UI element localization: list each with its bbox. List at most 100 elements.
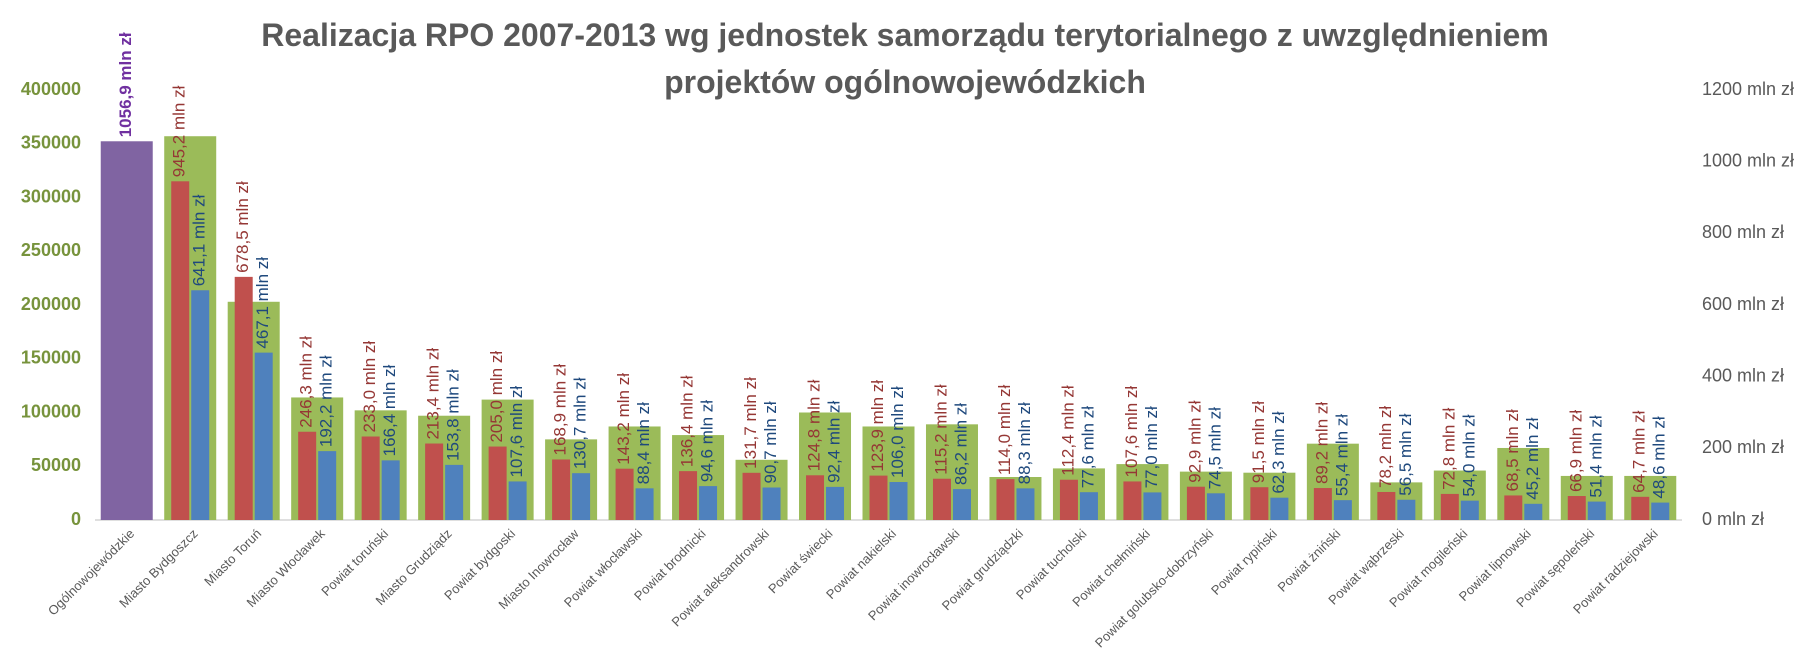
bar bbox=[996, 479, 1015, 520]
data-label: 74,5 mln zł bbox=[1205, 407, 1224, 489]
data-label: 124,8 mln zł bbox=[805, 379, 824, 471]
data-label: 68,5 mln zł bbox=[1503, 409, 1522, 491]
data-label: 91,5 mln zł bbox=[1249, 401, 1268, 483]
chart-title: Realizacja RPO 2007-2013 wg jednostek sa… bbox=[261, 17, 1549, 100]
data-label: 678,5 mln zł bbox=[233, 181, 252, 273]
data-label: 90,7 mln zł bbox=[761, 401, 780, 483]
data-label: 77,0 mln zł bbox=[1142, 406, 1161, 488]
data-label: 88,3 mln zł bbox=[1015, 402, 1034, 484]
bar bbox=[806, 475, 825, 520]
bar bbox=[488, 446, 507, 520]
data-label: 88,4 mln zł bbox=[634, 402, 653, 484]
y-tick-label: 50000 bbox=[31, 455, 81, 475]
y2-tick-label: 1200 mln zł bbox=[1702, 79, 1794, 99]
y2-tick-label: 800 mln zł bbox=[1702, 222, 1784, 242]
data-label: 54,0 mln zł bbox=[1459, 414, 1478, 496]
x-tick-label: Powiat żniński bbox=[1275, 526, 1344, 595]
bar bbox=[254, 352, 273, 520]
data-label: 123,9 mln zł bbox=[868, 380, 887, 472]
bar bbox=[100, 141, 153, 520]
bar bbox=[552, 459, 571, 520]
bar bbox=[1270, 497, 1289, 520]
data-label: 115,2 mln zł bbox=[931, 384, 950, 475]
bar bbox=[635, 488, 654, 520]
data-label: 1056,9 mln zł bbox=[116, 32, 135, 137]
bar bbox=[425, 443, 444, 520]
data-label: 45,2 mln zł bbox=[1523, 417, 1542, 499]
data-label: 130,7 mln zł bbox=[571, 377, 590, 469]
bar bbox=[1123, 481, 1142, 520]
bar bbox=[742, 472, 761, 520]
data-label: 55,4 mln zł bbox=[1332, 414, 1351, 496]
bar bbox=[932, 478, 951, 520]
bar bbox=[1567, 496, 1586, 520]
data-label: 64,7 mln zł bbox=[1630, 410, 1649, 492]
bar bbox=[191, 290, 210, 520]
bar bbox=[508, 481, 527, 520]
y-tick-label: 400000 bbox=[21, 79, 81, 99]
bar bbox=[1651, 502, 1670, 520]
data-label: 467,1 mln zł bbox=[253, 257, 272, 349]
y-tick-label: 0 bbox=[71, 509, 81, 529]
data-label: 62,3 mln zł bbox=[1269, 411, 1288, 493]
bar bbox=[1460, 500, 1479, 520]
bar bbox=[1440, 493, 1459, 520]
bar bbox=[869, 475, 888, 520]
data-label: 77,6 mln zł bbox=[1078, 406, 1097, 488]
bar bbox=[699, 486, 718, 520]
y2-tick-label: 400 mln zł bbox=[1702, 365, 1784, 385]
data-label: 56,5 mln zł bbox=[1396, 413, 1415, 495]
data-label: 233,0 mln zł bbox=[360, 341, 379, 433]
bar bbox=[1206, 493, 1225, 520]
data-label: 107,6 mln zł bbox=[507, 386, 526, 478]
bar bbox=[826, 486, 845, 520]
bar bbox=[1079, 492, 1098, 520]
data-label: 48,6 mln zł bbox=[1650, 416, 1669, 498]
bar bbox=[1333, 500, 1352, 520]
x-tick-label: Powiat toruński bbox=[318, 526, 391, 599]
bar bbox=[679, 471, 698, 520]
bar bbox=[1377, 491, 1396, 520]
bar bbox=[298, 431, 317, 520]
data-label: 112,4 mln zł bbox=[1058, 385, 1077, 476]
bar bbox=[1186, 486, 1205, 520]
y-tick-label: 250000 bbox=[21, 240, 81, 260]
bar bbox=[1397, 499, 1416, 520]
data-label: 66,9 mln zł bbox=[1566, 410, 1585, 492]
bar bbox=[234, 276, 253, 520]
bar bbox=[1059, 479, 1078, 520]
bar bbox=[1631, 496, 1650, 520]
y2-tick-label: 0 mln zł bbox=[1702, 509, 1764, 529]
data-label: 114,0 mln zł bbox=[995, 385, 1014, 476]
x-tick-label: Powiat golubsko-dobrzyński bbox=[1092, 526, 1217, 651]
data-label: 89,2 mln zł bbox=[1312, 402, 1331, 484]
data-label: 107,6 mln zł bbox=[1122, 386, 1141, 478]
bar bbox=[1504, 495, 1523, 520]
bar bbox=[889, 482, 908, 520]
data-label: 641,1 mln zł bbox=[190, 194, 209, 286]
data-label: 213,4 mln zł bbox=[424, 348, 443, 440]
y2-tick-label: 200 mln zł bbox=[1702, 437, 1784, 457]
data-label: 106,0 mln zł bbox=[888, 386, 907, 478]
bar bbox=[381, 460, 400, 520]
bar bbox=[318, 451, 337, 520]
bar bbox=[1143, 492, 1162, 520]
data-label: 131,7 mln zł bbox=[741, 377, 760, 469]
bar bbox=[445, 464, 464, 520]
bar bbox=[1524, 503, 1543, 520]
x-tick-label: Miasto Toruń bbox=[201, 526, 264, 589]
data-label: 86,2 mln zł bbox=[951, 403, 970, 485]
data-label: 246,3 mln zł bbox=[297, 336, 316, 428]
bar bbox=[762, 487, 781, 520]
data-label: 94,6 mln zł bbox=[698, 400, 717, 482]
data-label: 205,0 mln zł bbox=[487, 351, 506, 443]
y2-tick-label: 1000 mln zł bbox=[1702, 150, 1794, 170]
data-label: 192,2 mln zł bbox=[317, 355, 336, 447]
bar bbox=[1313, 488, 1332, 520]
data-label: 168,9 mln zł bbox=[551, 364, 570, 456]
data-label: 92,9 mln zł bbox=[1185, 400, 1204, 482]
data-label: 945,2 mln zł bbox=[170, 85, 189, 177]
data-label: 78,2 mln zł bbox=[1376, 406, 1395, 488]
